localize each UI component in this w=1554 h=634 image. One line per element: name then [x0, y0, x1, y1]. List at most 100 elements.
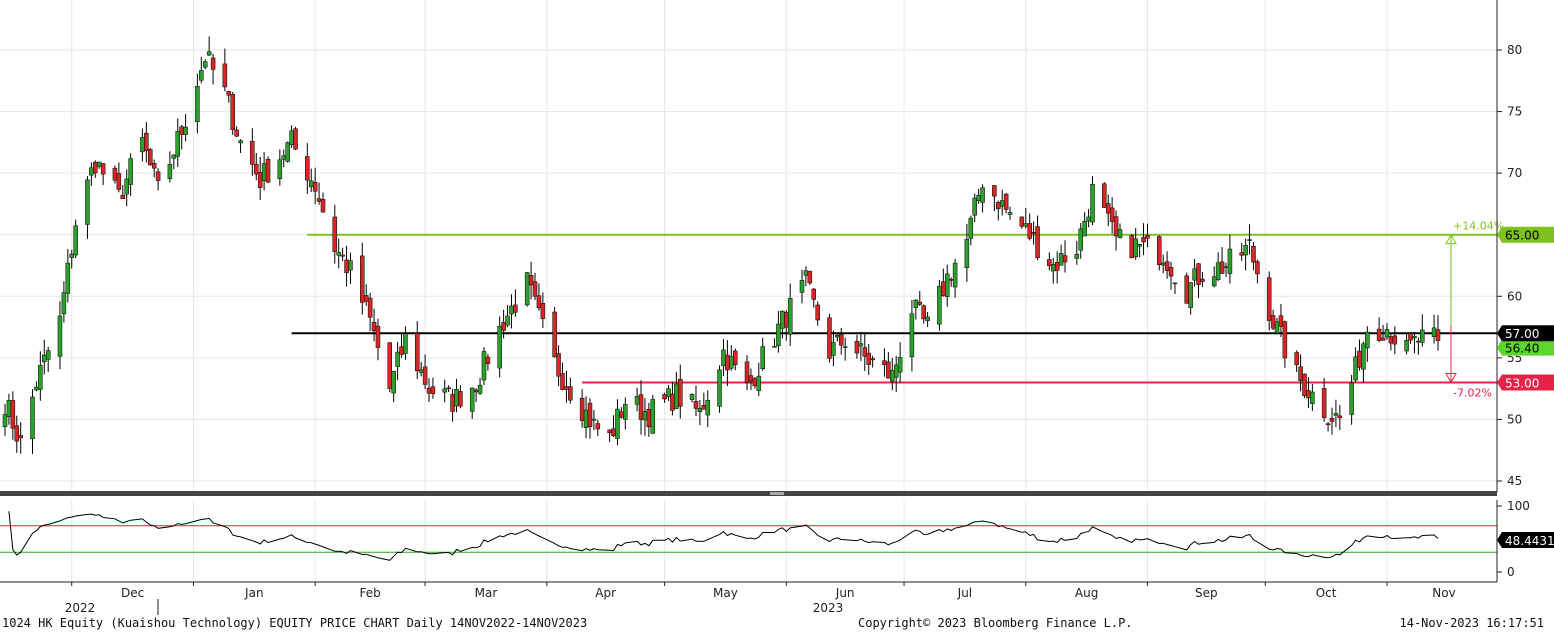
- candle-body: [481, 351, 487, 381]
- candle-body: [744, 361, 750, 384]
- candle-body: [1251, 245, 1256, 263]
- candle-body: [607, 429, 612, 434]
- candle-body: [1117, 229, 1123, 239]
- candle-body: [316, 198, 322, 202]
- candle-body: [1219, 261, 1225, 274]
- candle-body: [1019, 216, 1025, 227]
- candle-body: [611, 428, 616, 437]
- candle-body: [862, 347, 868, 357]
- x-month-label: Dec: [121, 586, 144, 600]
- candle-body: [732, 350, 738, 365]
- candle-body: [1003, 193, 1009, 210]
- x-month-label: Sep: [1195, 586, 1218, 600]
- candle-body: [202, 61, 208, 68]
- candle-body: [1357, 350, 1362, 368]
- candle-body: [689, 394, 695, 400]
- candle-body: [18, 435, 23, 439]
- candle-body: [2, 414, 8, 428]
- candle-body: [1160, 262, 1166, 266]
- panel-separator: [0, 491, 1497, 496]
- candle-body: [340, 254, 345, 257]
- x-month-label: Jul: [957, 586, 972, 600]
- x-month-label: Nov: [1432, 586, 1455, 600]
- candle-body: [336, 252, 341, 256]
- candle-body: [312, 182, 318, 192]
- candle-body: [281, 155, 286, 160]
- x-month-label: Aug: [1075, 586, 1098, 600]
- candle-body: [85, 179, 90, 225]
- candle-body: [937, 285, 942, 325]
- axes: 455055606570758005010056.4065.0057.0053.…: [0, 0, 1554, 615]
- candle-body: [1404, 339, 1409, 352]
- candle-body: [1239, 252, 1244, 256]
- candle-body: [1215, 262, 1221, 280]
- candle-body: [615, 408, 620, 439]
- candle-body: [509, 305, 514, 315]
- candle-body: [893, 364, 899, 378]
- candle-body: [1023, 223, 1029, 227]
- candle-body: [1196, 263, 1201, 285]
- candle-body: [1349, 382, 1354, 415]
- candle-body: [446, 387, 451, 390]
- candle-body: [230, 94, 235, 130]
- rsi-value-tag-bg: [1497, 532, 1554, 549]
- candle-body: [591, 418, 597, 421]
- candle-body: [454, 388, 459, 407]
- candle-body: [662, 394, 667, 400]
- candle-body: [430, 386, 436, 394]
- candle-body: [1412, 336, 1417, 339]
- chart-svg: +14.04% -7.02% 455055606570758005010056.4…: [0, 0, 1554, 615]
- candle-body: [308, 180, 314, 188]
- candle-body: [776, 323, 781, 346]
- rsi-tick-label: 0: [1507, 565, 1515, 579]
- candle-body: [1031, 232, 1036, 234]
- candle-body: [815, 304, 820, 321]
- x-month-label: Apr: [595, 586, 616, 600]
- candle-body: [976, 194, 981, 202]
- last-price-tag: 56.40: [1505, 342, 1539, 356]
- candle-body: [705, 400, 711, 416]
- candle-body: [151, 162, 157, 169]
- candle-body: [556, 353, 561, 377]
- candle-body: [1050, 264, 1056, 272]
- candle-body: [693, 400, 699, 409]
- candle-body: [623, 404, 628, 420]
- candle-body: [579, 397, 585, 421]
- candle-body: [1408, 333, 1413, 341]
- candle-body: [1027, 223, 1032, 239]
- candle-body: [1047, 259, 1052, 267]
- candle-body: [148, 149, 153, 166]
- candle-body: [964, 239, 970, 268]
- candle-body: [469, 387, 475, 412]
- candle-body: [477, 384, 483, 394]
- x-month-label: Feb: [359, 586, 380, 600]
- candle-body: [532, 281, 538, 297]
- candle-body: [1105, 203, 1111, 214]
- candle-body: [1133, 238, 1138, 257]
- candle-body: [634, 396, 640, 405]
- candle-body: [948, 279, 954, 281]
- lower-level-tag: 53.00: [1505, 376, 1539, 390]
- candle-body: [65, 262, 71, 294]
- timestamp: 14-Nov-2023 16:17:51: [1399, 616, 1545, 630]
- candle-body: [414, 332, 420, 372]
- x-month-label: Jan: [244, 586, 264, 600]
- candle-body: [254, 163, 259, 175]
- candle-body: [183, 126, 188, 135]
- candle-body: [642, 411, 648, 421]
- candle-body: [772, 346, 777, 348]
- candle-body: [729, 356, 734, 369]
- candle-body: [678, 378, 683, 407]
- candle-body: [760, 346, 765, 370]
- candle-body: [999, 200, 1005, 207]
- candle-body: [595, 423, 601, 430]
- candle-body: [831, 342, 836, 356]
- candle-body: [1353, 356, 1358, 381]
- rsi-panel: [0, 511, 1497, 561]
- candle-body: [505, 315, 510, 326]
- lower-level-tag-bg: [1497, 374, 1554, 391]
- candle-body: [917, 301, 923, 305]
- candle-body: [6, 400, 12, 417]
- upper-level-tag-bg: [1497, 226, 1554, 243]
- candle-body: [116, 173, 122, 190]
